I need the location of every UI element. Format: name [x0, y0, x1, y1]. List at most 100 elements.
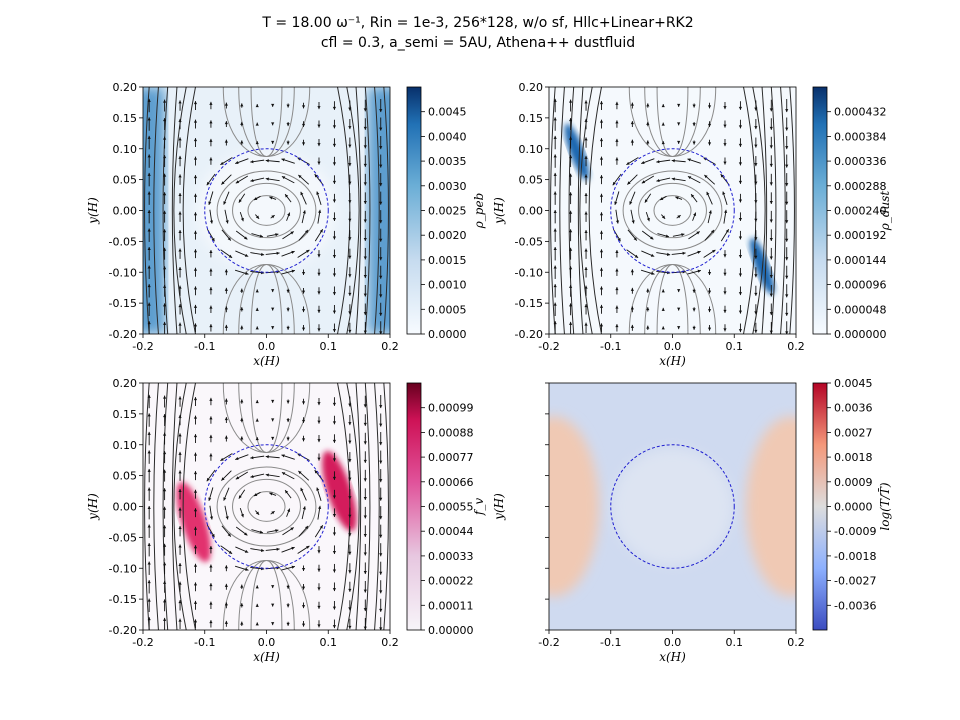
- arrow-head: [584, 192, 588, 196]
- arrow-head: [255, 418, 259, 422]
- arrow-head: [209, 120, 213, 124]
- streamline: [153, 383, 159, 630]
- arrow-head: [178, 544, 182, 548]
- streamline: [559, 87, 565, 334]
- arrow-head: [584, 285, 588, 289]
- arrow-head: [163, 543, 167, 547]
- arrow-head: [178, 488, 182, 492]
- arrow-head: [692, 123, 696, 127]
- arrow-head: [332, 162, 337, 166]
- arrow-head: [240, 621, 244, 625]
- arrow-head: [363, 404, 367, 408]
- arrow-head: [147, 598, 151, 602]
- arrow-head: [332, 476, 337, 480]
- arrow-head: [306, 249, 310, 253]
- arrow-head: [209, 453, 213, 457]
- arrow-head: [661, 122, 665, 126]
- arrow-head: [630, 139, 634, 143]
- arrow-head: [147, 543, 151, 547]
- arrow-head: [629, 201, 633, 205]
- arrow-head: [178, 174, 182, 178]
- warm-region-right: [746, 416, 796, 597]
- streamline: [577, 87, 584, 334]
- y-tick-label: 0.00: [519, 205, 544, 218]
- arrow-head: [584, 267, 588, 271]
- arrow-head: [707, 123, 712, 127]
- arrow-head: [785, 146, 789, 150]
- arrow-head: [569, 284, 573, 288]
- arrow-head: [316, 487, 320, 491]
- arrow-head: [240, 103, 244, 107]
- arrow-head: [348, 570, 352, 574]
- arrow-head: [332, 125, 337, 129]
- arrow-head: [286, 123, 290, 127]
- arrow-head: [193, 415, 198, 419]
- arrow-head: [363, 589, 367, 593]
- arrow-head: [363, 312, 367, 316]
- arrow-head: [553, 98, 557, 102]
- arrow-head: [785, 127, 789, 131]
- arrow-head: [785, 238, 789, 242]
- arrow-head: [193, 267, 198, 271]
- arrow-head: [723, 161, 727, 165]
- arrow-head: [178, 118, 182, 122]
- x-tick-label: -0.2: [132, 340, 153, 353]
- arrow-head: [379, 534, 383, 538]
- arrow-head: [163, 506, 167, 510]
- streamline: [622, 170, 723, 251]
- arrow-head: [332, 143, 337, 147]
- streamline: [761, 87, 768, 334]
- arrow-head: [677, 140, 681, 144]
- y-tick-label: 0.15: [113, 408, 138, 421]
- dust-clump-right: [322, 450, 357, 532]
- arrow-head: [265, 177, 269, 181]
- streamline: [752, 87, 766, 334]
- arrow-head: [240, 417, 244, 421]
- arrow-head: [301, 586, 306, 590]
- heatmap-field: [143, 383, 390, 630]
- arrow-head: [738, 217, 743, 221]
- y-tick-label: 0.20: [113, 377, 138, 390]
- arrow-head: [754, 329, 758, 333]
- arrow-head: [675, 196, 679, 200]
- arrow-head: [291, 546, 295, 550]
- neutral-core: [612, 448, 733, 565]
- arrow-head: [291, 269, 295, 273]
- colorbar-tick-label: 0.000432: [834, 106, 887, 119]
- colorbar-tick-label: 0.00000: [428, 624, 474, 637]
- arrow-head: [379, 109, 383, 113]
- arrow-head: [163, 469, 167, 473]
- colorbar-tick-label: 0.0000: [428, 328, 467, 341]
- arrow-head: [305, 525, 309, 530]
- arrow-head: [754, 126, 758, 130]
- arrow-head: [379, 146, 383, 150]
- arrow-head: [363, 108, 367, 112]
- arrow-head: [707, 327, 712, 331]
- velocity-arrows: [147, 98, 383, 334]
- panel-bottom-right: -0.2 -0.1 0.0 0.1 0.2x(H)y(H)0.00450.00360.0…: [492, 377, 892, 664]
- arrow-head: [641, 161, 645, 165]
- colorbar-tick-label: 0.0027: [834, 426, 873, 439]
- arrow-head: [286, 585, 290, 589]
- arrow-head: [332, 255, 337, 259]
- arrow-head: [348, 329, 352, 333]
- arrow-head: [630, 121, 634, 125]
- arrow-head: [612, 181, 616, 186]
- arrow-head: [147, 524, 151, 528]
- colorbar-tick-label: 0.0025: [428, 205, 467, 218]
- arrow-head: [147, 265, 151, 269]
- arrow-head: [553, 284, 557, 288]
- colorbar-tick-label: 0.000048: [834, 303, 887, 316]
- colorbar-tick-label: 0.000096: [834, 279, 887, 292]
- arrow-head: [163, 155, 167, 159]
- colorbar: 0.000432 0.000384 0.000336 0.000288 0.000240…: [812, 86, 892, 341]
- arrow-head: [712, 249, 716, 253]
- arrow-head: [706, 191, 710, 196]
- arrow-head: [332, 495, 337, 499]
- x-axis-label: x(H): [253, 650, 280, 664]
- arrow-head: [301, 401, 306, 405]
- arrow-head: [692, 326, 696, 330]
- hill-sphere-circle: [610, 444, 735, 569]
- arrow-head: [769, 293, 773, 297]
- x-tick-label: 0.0: [664, 340, 682, 353]
